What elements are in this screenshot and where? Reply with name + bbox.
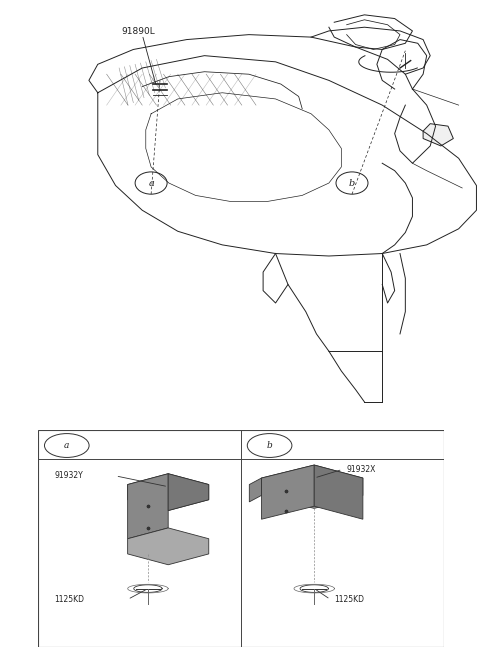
Polygon shape [249,478,262,502]
Text: 1125KD: 1125KD [55,595,84,604]
Text: 91932X: 91932X [347,465,376,474]
Text: 91890L: 91890L [121,27,155,36]
Text: 91932Y: 91932Y [55,471,84,480]
Text: b: b [267,441,273,450]
Polygon shape [168,474,209,510]
Text: a: a [64,441,70,450]
Polygon shape [262,465,363,509]
Text: b: b [349,179,355,187]
Polygon shape [128,474,209,510]
Polygon shape [262,465,314,519]
Polygon shape [128,474,168,539]
Text: 1125KD: 1125KD [335,595,364,604]
Polygon shape [423,124,453,146]
Polygon shape [314,465,363,519]
Polygon shape [128,528,209,565]
Text: a: a [148,179,154,187]
